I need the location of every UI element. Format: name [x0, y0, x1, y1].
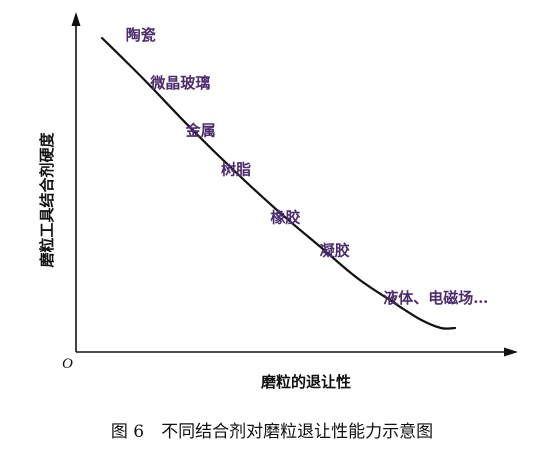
y-axis-label: 磨粒工具结合剂硬度 — [38, 132, 56, 269]
y-axis-arrow-icon — [71, 12, 81, 26]
curve-annotation: 凝胶 — [320, 241, 350, 259]
curve-annotation: 液体、电磁场… — [383, 289, 488, 307]
curve-annotation: 金属 — [185, 122, 216, 140]
curve-annotation: 橡胶 — [270, 208, 300, 226]
x-axis — [76, 347, 518, 357]
series-line-0 — [100, 36, 457, 330]
chart: O 磨粒的退让性 磨粒工具结合剂硬度 陶瓷微晶玻璃金属树脂橡胶凝胶液体、电磁场… — [38, 12, 518, 391]
y-axis — [71, 12, 81, 352]
x-axis-label: 磨粒的退让性 — [260, 373, 351, 391]
curve-annotation: 树脂 — [221, 161, 251, 179]
figure-caption: 图 6 不同结合剂对磨粒退让性能力示意图 — [110, 422, 434, 442]
annotation-layer: 陶瓷微晶玻璃金属树脂橡胶凝胶液体、电磁场… — [126, 26, 489, 307]
series-layer — [100, 36, 457, 330]
x-axis-arrow-icon — [504, 347, 518, 357]
curve-annotation: 陶瓷 — [126, 26, 156, 44]
curve-annotation: 微晶玻璃 — [149, 74, 210, 92]
origin-label: O — [62, 356, 73, 372]
